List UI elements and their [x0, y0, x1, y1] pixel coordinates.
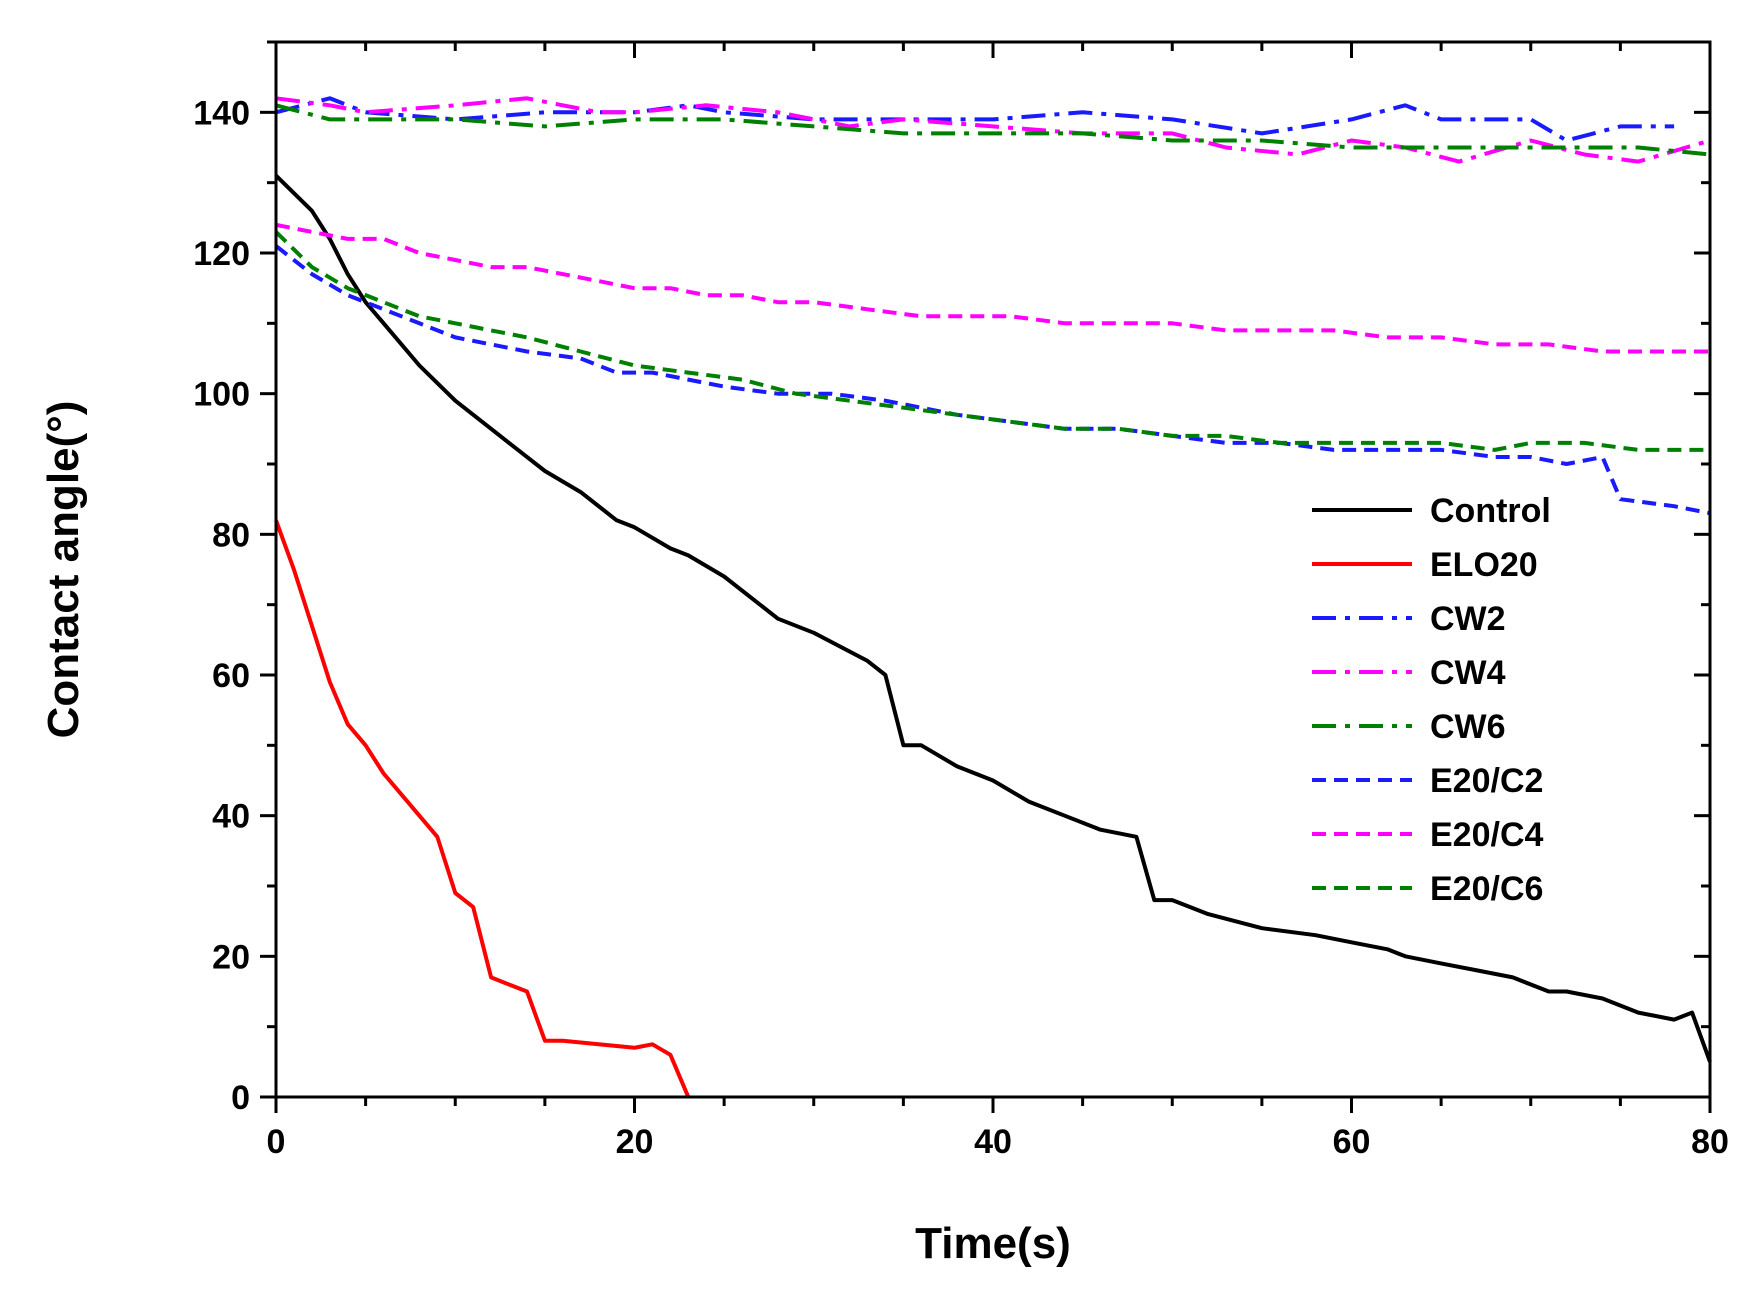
series-line-5	[275, 103, 1711, 157]
y-tick-label: 0	[231, 1079, 250, 1117]
x-tick-label: 20	[616, 1123, 654, 1161]
x-tick-label: 0	[267, 1123, 286, 1161]
axis-tick-labels: 0 20 40 60 80 0 20 40 60 80 100 120 140	[193, 94, 1729, 1161]
y-tick-label: 100	[193, 376, 250, 414]
series-line-4	[275, 96, 1711, 164]
series-line-6	[274, 244, 1711, 516]
y-tick-label: 120	[193, 235, 250, 273]
y-tick-label: 20	[212, 938, 250, 976]
legend-label-4: CW4	[1430, 654, 1506, 692]
x-tick-label: 80	[1691, 1123, 1729, 1161]
legend-label-5: CW6	[1430, 708, 1506, 746]
y-tick-label: 60	[212, 657, 250, 695]
legend-label-1: Control	[1430, 492, 1551, 530]
legend-label-7: E20/C4	[1430, 816, 1543, 854]
series-line-3	[275, 96, 1675, 143]
plot-lines	[274, 96, 1712, 1098]
x-tick-label: 40	[974, 1123, 1012, 1161]
legend: Control ELO20 CW2 CW4 CW6 E20/C2 E20/C4 E20/C6	[1312, 492, 1551, 908]
legend-label-2: ELO20	[1430, 546, 1538, 584]
y-axis-title: Contact angle(°)	[39, 401, 88, 739]
series-line-8	[274, 230, 1710, 452]
legend-label-8: E20/C6	[1430, 870, 1543, 908]
series-line-1	[274, 174, 1712, 1063]
axis-ticks	[260, 40, 1712, 1113]
x-axis-title: Time(s)	[915, 1219, 1071, 1268]
x-tick-label: 60	[1333, 1123, 1371, 1161]
y-tick-label: 80	[212, 516, 250, 554]
y-tick-label: 40	[212, 798, 250, 836]
series-line-7	[275, 222, 1710, 354]
series-line-2	[274, 519, 691, 1098]
legend-label-3: CW2	[1430, 600, 1506, 638]
y-tick-label: 140	[193, 94, 250, 132]
legend-label-6: E20/C2	[1430, 762, 1543, 800]
